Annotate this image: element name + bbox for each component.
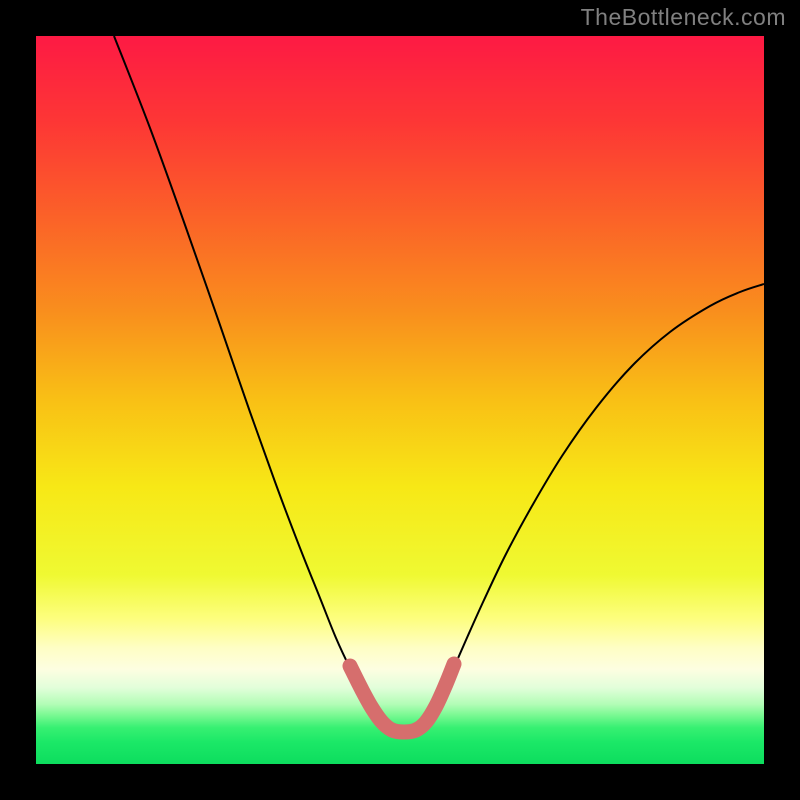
watermark-text: TheBottleneck.com [581, 4, 786, 31]
gradient-background [36, 36, 764, 764]
bottleneck-chart [0, 0, 800, 800]
